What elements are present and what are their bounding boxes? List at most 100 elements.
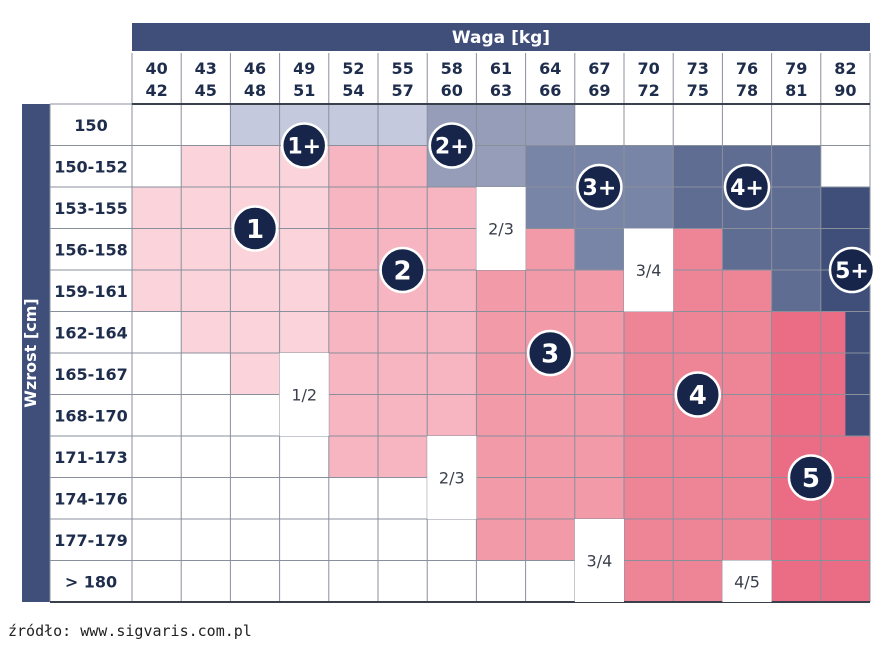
cell-r11-c6 bbox=[427, 560, 477, 602]
cell-r10-c8 bbox=[525, 519, 575, 561]
cell-r3-c8 bbox=[525, 228, 575, 270]
cell-r8-c9 bbox=[574, 436, 624, 478]
cell-r0-c8 bbox=[525, 104, 575, 146]
cell-r9-c0 bbox=[132, 477, 182, 519]
cell-r10-c10 bbox=[624, 519, 674, 561]
cell-r4-c7 bbox=[476, 270, 526, 312]
source-note: źródło: www.sigvaris.com.pl bbox=[8, 622, 252, 640]
cell-r2-c5 bbox=[378, 187, 428, 229]
cell-r10-c2 bbox=[230, 519, 280, 561]
column-label-bottom-0: 42 bbox=[145, 81, 167, 100]
cell-r3-c4 bbox=[328, 228, 378, 270]
column-label-top-13: 79 bbox=[785, 59, 807, 78]
height-axis-title: Wzrost [cm] bbox=[21, 298, 40, 407]
size-badge-3plus bbox=[576, 163, 623, 211]
cell-strip-5plus-r6 bbox=[845, 353, 870, 395]
transition-box-2 bbox=[427, 436, 477, 519]
cell-r3-c3 bbox=[279, 228, 329, 270]
cell-r3-c11 bbox=[673, 228, 723, 270]
row-label-2: 153-155 bbox=[54, 199, 127, 218]
cell-r6-c13 bbox=[771, 353, 821, 395]
cell-r9-c8 bbox=[525, 477, 575, 519]
cell-r2-c8 bbox=[525, 187, 575, 229]
column-label-bottom-2: 48 bbox=[244, 81, 266, 100]
cell-r7-c5 bbox=[378, 394, 428, 436]
cell-r4-c0 bbox=[132, 270, 182, 312]
cell-r11-c10 bbox=[624, 560, 674, 602]
cell-r4-c13 bbox=[771, 270, 821, 312]
cell-r7-c13 bbox=[771, 394, 821, 436]
size-chart: Waga [kg] Wzrost [cm] 404243454648495152… bbox=[21, 23, 876, 603]
column-label-bottom-8: 66 bbox=[539, 81, 561, 100]
size-badge-label-1plus: 1+ bbox=[287, 134, 321, 159]
column-label-top-9: 67 bbox=[588, 59, 610, 78]
cell-r9-c12 bbox=[722, 477, 772, 519]
cell-r9-c4 bbox=[328, 477, 378, 519]
cell-r1-c8 bbox=[525, 145, 575, 187]
size-badge-label-1: 1 bbox=[246, 215, 264, 245]
cell-r2-c0 bbox=[132, 187, 182, 229]
size-badge-1plus bbox=[280, 122, 328, 169]
cell-r6-c0 bbox=[132, 353, 182, 395]
height-axis-band bbox=[22, 104, 50, 602]
cell-r10-c4 bbox=[328, 519, 378, 561]
cell-r0-c2 bbox=[230, 104, 280, 146]
cell-r8-c7 bbox=[476, 436, 526, 478]
cell-r2-c10 bbox=[624, 187, 674, 229]
cell-r2-c4 bbox=[328, 187, 378, 229]
cell-r10-c12 bbox=[722, 519, 772, 561]
column-label-top-3: 49 bbox=[293, 59, 315, 78]
cell-r5-c13 bbox=[771, 311, 821, 353]
cell-r8-c2 bbox=[230, 436, 280, 478]
column-label-bottom-6: 60 bbox=[441, 81, 463, 100]
size-badge-2 bbox=[379, 246, 426, 294]
size-badge-5plus bbox=[828, 246, 876, 294]
cell-r1-c1 bbox=[181, 145, 231, 187]
size-badge-label-3plus: 3+ bbox=[583, 176, 617, 201]
cell-r5-c11 bbox=[673, 311, 723, 353]
cell-r0-c5 bbox=[378, 104, 428, 146]
row-label-6: 165-167 bbox=[54, 365, 127, 384]
cell-r0-c14 bbox=[820, 104, 870, 146]
cell-r11-c0 bbox=[132, 560, 182, 602]
cell-r10-c0 bbox=[132, 519, 182, 561]
cell-r9-c9 bbox=[574, 477, 624, 519]
size-badge-4 bbox=[674, 371, 722, 418]
cell-r10-c5 bbox=[378, 519, 428, 561]
cell-r5-c10 bbox=[624, 311, 674, 353]
size-badge-1 bbox=[231, 205, 279, 252]
cell-r8-c11 bbox=[673, 436, 723, 478]
cell-r7-c10 bbox=[624, 394, 674, 436]
cell-r4-c9 bbox=[574, 270, 624, 312]
cell-r11-c4 bbox=[328, 560, 378, 602]
column-label-bottom-3: 51 bbox=[293, 81, 315, 100]
weight-header-band bbox=[132, 23, 870, 51]
cell-r6-c4 bbox=[328, 353, 378, 395]
column-label-top-5: 55 bbox=[391, 59, 413, 78]
cell-r6-c9 bbox=[574, 353, 624, 395]
transition-label-2: 2/3 bbox=[439, 469, 465, 488]
cell-r0-c1 bbox=[181, 104, 231, 146]
cell-r5-c9 bbox=[574, 311, 624, 353]
cell-r4-c11 bbox=[673, 270, 723, 312]
cell-r5-c2 bbox=[230, 311, 280, 353]
column-label-bottom-10: 72 bbox=[637, 81, 659, 100]
cell-r0-c4 bbox=[328, 104, 378, 146]
column-label-bottom-9: 69 bbox=[588, 81, 610, 100]
cell-r5-c5 bbox=[378, 311, 428, 353]
transition-label-4: 3/4 bbox=[587, 552, 613, 571]
size-badge-2plus bbox=[428, 122, 476, 169]
cell-r6-c6 bbox=[427, 353, 477, 395]
row-label-3: 156-158 bbox=[54, 240, 127, 259]
cell-r5-c1 bbox=[181, 311, 231, 353]
cell-r1-c13 bbox=[771, 145, 821, 187]
row-label-8: 171-173 bbox=[54, 448, 127, 467]
cell-r4-c4 bbox=[328, 270, 378, 312]
column-label-top-7: 61 bbox=[490, 59, 512, 78]
row-label-1: 150-152 bbox=[54, 157, 127, 176]
transition-box-5 bbox=[722, 560, 772, 602]
cell-r9-c11 bbox=[673, 477, 723, 519]
cell-r7-c9 bbox=[574, 394, 624, 436]
cell-r11-c13 bbox=[771, 560, 821, 602]
cell-r3-c6 bbox=[427, 228, 477, 270]
